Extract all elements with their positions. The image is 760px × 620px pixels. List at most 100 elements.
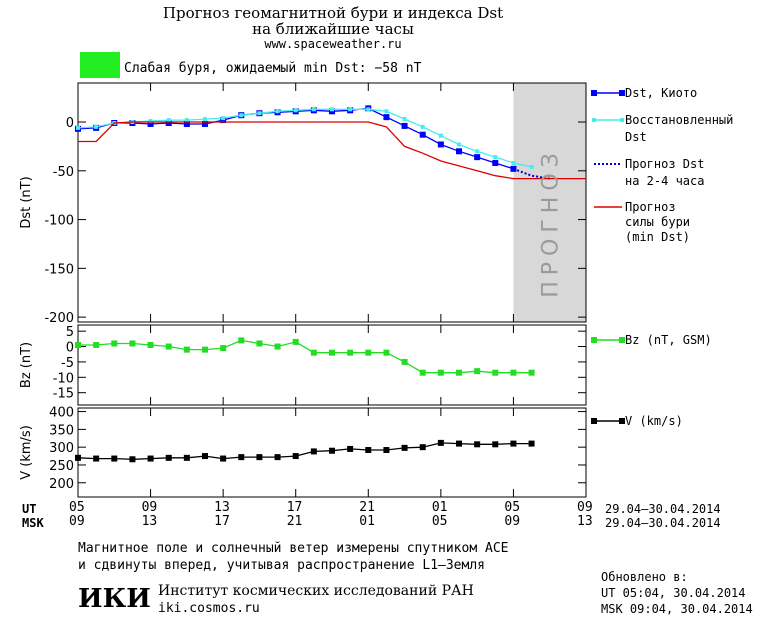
data-point xyxy=(528,440,535,447)
legend-swatch-restored xyxy=(592,118,624,122)
data-point xyxy=(129,456,136,463)
legend-swatch-dst-kyoto xyxy=(591,90,625,96)
msk-tick-label: 05 xyxy=(431,514,448,529)
y-tick-label: -10 xyxy=(53,371,74,386)
y-tick-label: -150 xyxy=(44,262,74,277)
data-point xyxy=(75,342,81,348)
data-point xyxy=(402,117,407,122)
ut-tick-label: 01 xyxy=(431,500,448,515)
data-point xyxy=(274,454,281,461)
ut-tick-label: 09 xyxy=(141,500,158,515)
data-point xyxy=(474,154,481,161)
data-point xyxy=(184,118,189,123)
data-point xyxy=(275,109,280,114)
data-point xyxy=(419,369,426,376)
panel-frame xyxy=(77,82,587,323)
ut-tick-label: 21 xyxy=(359,500,375,515)
data-point xyxy=(419,444,426,451)
data-point xyxy=(383,349,390,356)
legend-marker xyxy=(619,337,625,343)
data-point xyxy=(437,141,444,148)
panel-2: 50-5-10-15 Bz (nT) xyxy=(19,324,587,406)
panel-frame xyxy=(77,407,587,498)
data-point xyxy=(183,120,190,127)
data-point xyxy=(221,116,226,121)
y-tick-label: 0 xyxy=(66,116,74,131)
data-point xyxy=(147,342,154,348)
data-point xyxy=(401,122,408,129)
msk-tick-label: 21 xyxy=(286,514,303,529)
legend-swatch-v xyxy=(591,418,625,424)
msk-axis-label: MSK xyxy=(22,516,44,530)
legend-marker xyxy=(619,90,625,96)
institute-name: Институт космических исследований РАН xyxy=(158,583,474,599)
data-point xyxy=(438,133,443,138)
data-point xyxy=(347,349,354,356)
msk-date-range: 29.04–30.04.2014 xyxy=(605,516,721,530)
ut-tick-label: 13 xyxy=(214,500,230,515)
data-point xyxy=(348,107,353,112)
data-point xyxy=(528,369,535,376)
chart-title-line2: на ближайшие часы xyxy=(252,20,414,38)
data-point xyxy=(165,343,172,350)
data-point xyxy=(456,440,462,447)
iki-logo: ИКИ xyxy=(78,584,151,614)
forecast-band xyxy=(513,83,586,322)
data-point xyxy=(365,447,372,454)
data-point xyxy=(257,111,262,116)
y-axis-label: V (km/s) xyxy=(19,425,34,480)
series-line xyxy=(77,442,532,460)
source-url[interactable]: www.spaceweather.ru xyxy=(264,37,402,51)
data-point xyxy=(147,120,154,127)
legend-strength-line2: силы бури xyxy=(625,215,691,229)
data-point xyxy=(220,345,227,352)
data-point xyxy=(93,455,100,462)
data-point xyxy=(510,369,517,376)
msk-tick-label: 13 xyxy=(141,514,158,529)
y-axis-label: Bz (nT) xyxy=(19,342,34,388)
data-point xyxy=(183,454,190,461)
data-point xyxy=(510,440,517,447)
data-point xyxy=(238,337,245,344)
data-point xyxy=(203,117,207,122)
data-point xyxy=(492,369,499,376)
legend-marker xyxy=(592,118,596,122)
msk-tick-label: 01 xyxy=(359,514,375,529)
legend-dst-kyoto: Dst, Киото xyxy=(625,86,698,100)
legend-marker xyxy=(619,418,625,424)
y-tick-label: -100 xyxy=(44,214,74,229)
legend-swatch-bz xyxy=(591,337,625,343)
data-point xyxy=(456,369,462,376)
forecast-band-label: ПРОГНОЗ xyxy=(539,147,564,298)
data-point xyxy=(383,114,390,121)
legend-marker xyxy=(591,337,597,343)
data-point xyxy=(94,124,99,129)
data-point xyxy=(238,454,245,461)
data-point xyxy=(239,113,244,118)
y-tick-label: 5 xyxy=(66,325,74,340)
institute-site[interactable]: iki.cosmos.ru xyxy=(158,601,260,616)
legend-forecast-line1: Прогноз Dst xyxy=(625,157,705,171)
data-point xyxy=(529,164,534,169)
series-line xyxy=(78,339,532,374)
updated-label: Обновлено в: xyxy=(601,570,688,584)
legend-bz: Bz (nT, GSM) xyxy=(625,333,712,347)
y-tick-label: 350 xyxy=(49,423,74,438)
data-point xyxy=(292,453,299,460)
series-3-1 xyxy=(75,439,535,463)
data-point xyxy=(147,455,154,462)
legend-v: V (km/s) xyxy=(625,414,683,428)
series-2-1 xyxy=(75,337,535,376)
y-tick-label: -5 xyxy=(61,356,74,371)
storm-level-indicator xyxy=(80,52,120,78)
ut-tick-label: 05 xyxy=(504,500,521,515)
data-point xyxy=(220,455,227,462)
series-line xyxy=(78,121,586,180)
ut-tick-label: 09 xyxy=(577,500,593,515)
footer-note-line1: Магнитное поле и солнечный ветер измерен… xyxy=(78,541,509,556)
y-axis-label: Dst (nT) xyxy=(19,176,34,228)
data-point xyxy=(111,455,118,462)
data-point xyxy=(437,369,444,376)
legend-marker xyxy=(591,90,597,96)
